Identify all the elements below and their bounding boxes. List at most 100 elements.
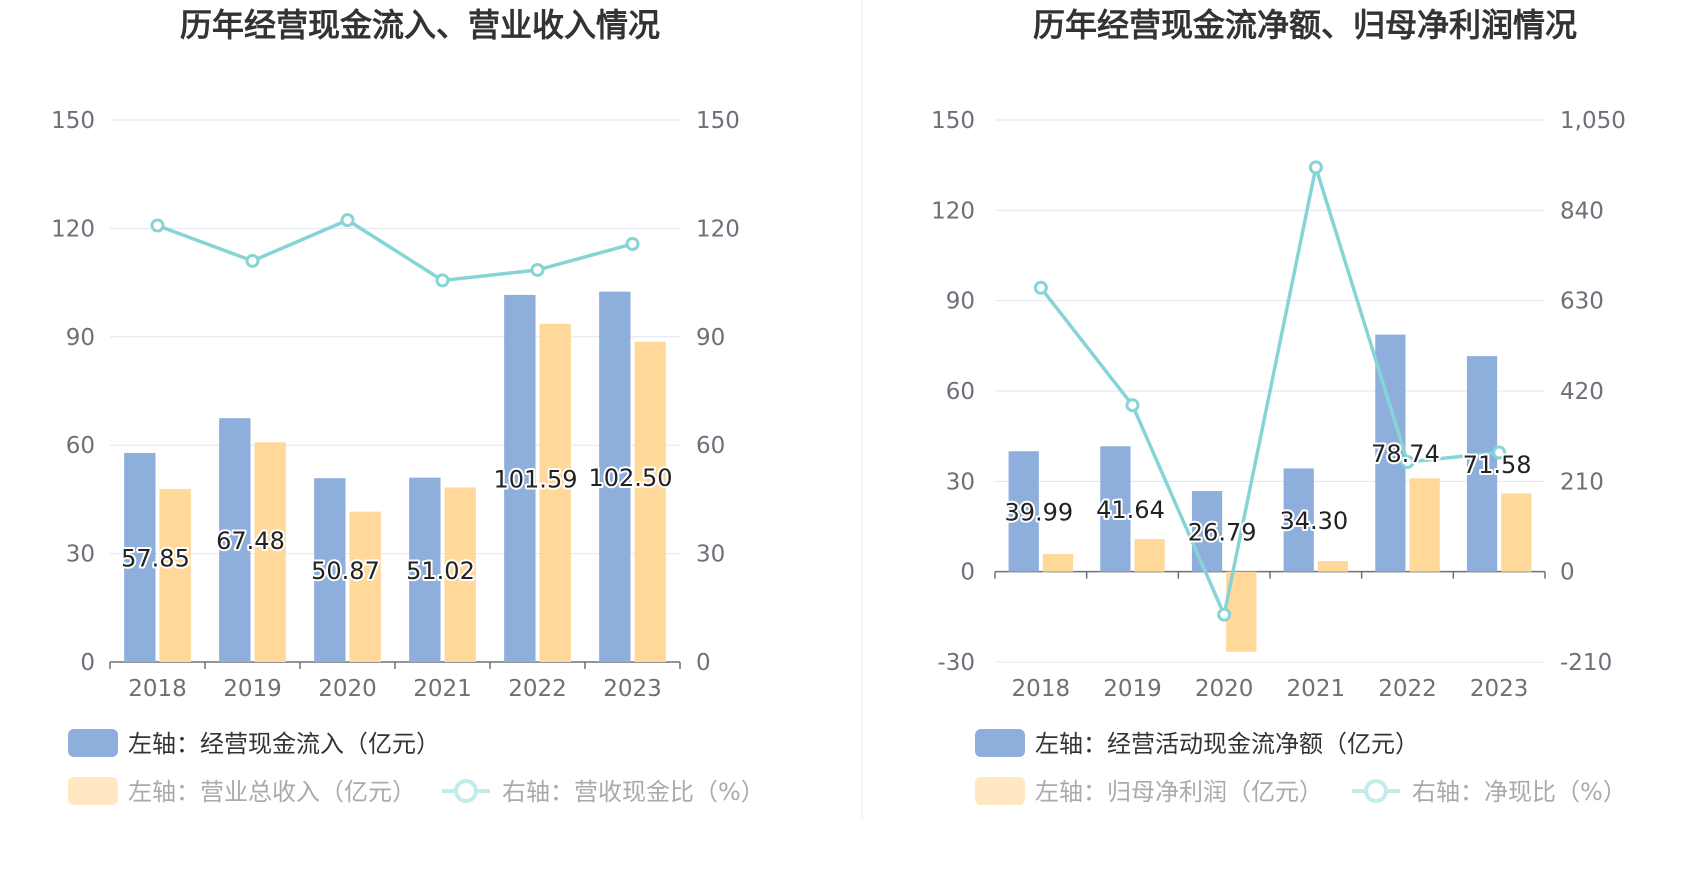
right-axis-tick-label: 630 [1560, 289, 1604, 315]
x-axis-category-label: 2022 [508, 676, 567, 702]
x-axis-category-label: 2018 [128, 676, 187, 702]
legend-label: 右轴：营收现金比（%） [502, 778, 765, 806]
x-axis-category-label: 2021 [1287, 676, 1346, 702]
x-axis-category-label: 2019 [1103, 676, 1162, 702]
bar-primary [409, 477, 441, 662]
legend-circle-icon [454, 779, 478, 803]
legend-swatch-orange [975, 777, 1025, 805]
bar-primary [314, 478, 346, 662]
chart-1-legend: 左轴：经营现金流入（亿元） 左轴：营业总收入（亿元） 右轴：营收现金比（%） [68, 729, 765, 806]
left-axis-tick-label: 120 [931, 198, 975, 224]
right-axis-tick-label: 0 [696, 650, 711, 676]
chart-1-plot: 0 30 60 90 120 150 0 30 60 90 120 150 2018 2019 2020 20… [51, 108, 740, 702]
left-axis-tick-label: 0 [80, 650, 95, 676]
bar-data-label: 101.59 [494, 465, 578, 493]
bar-primary [504, 294, 536, 662]
ratio-point [1217, 607, 1232, 622]
chart-2-legend: 左轴：经营活动现金流净额（亿元） 左轴：归母净利润（亿元） 右轴：净现比（%） [975, 729, 1627, 806]
bar-data-label: 26.79 [1188, 518, 1257, 546]
right-axis-tick-label: 210 [1560, 469, 1604, 495]
left-axis-tick-label: -30 [937, 650, 975, 676]
legend-item-total-revenue[interactable]: 左轴：营业总收入（亿元） [68, 777, 416, 806]
chart-2-plot: -30 0 30 60 90 120 150 -210 0 210 420 630 840 1,050 20… [931, 108, 1626, 702]
bar-secondary [159, 488, 191, 662]
x-axis-category-label: 2021 [413, 676, 472, 702]
bar-secondary [444, 487, 476, 662]
left-axis-tick-label: 30 [66, 542, 95, 568]
bar-primary [219, 418, 251, 662]
x-axis-category-label: 2023 [603, 676, 662, 702]
bar-primary [1283, 468, 1314, 572]
bar-secondary [1317, 561, 1349, 572]
x-axis-category-label: 2019 [223, 676, 282, 702]
legend-swatch-orange [68, 777, 118, 805]
left-axis-tick-label: 90 [946, 289, 975, 315]
left-axis-tick-label: 60 [946, 379, 975, 405]
right-axis-tick-label: 90 [696, 325, 725, 351]
x-axis-category-label: 2020 [318, 676, 377, 702]
bar-data-label: 41.64 [1096, 496, 1165, 524]
bar-primary [599, 291, 631, 662]
ratio-line [156, 218, 633, 283]
left-axis-tick-label: 30 [946, 469, 975, 495]
bar-secondary [539, 323, 571, 662]
right-axis-tick-label: -210 [1560, 650, 1612, 676]
legend-item-net-cash-ratio[interactable]: 右轴：净现比（%） [1352, 778, 1627, 806]
legend-item-net-profit[interactable]: 左轴：归母净利润（亿元） [975, 777, 1323, 806]
legend-label: 左轴：经营现金流入（亿元） [128, 730, 440, 758]
legend-label: 左轴：经营活动现金流净额（亿元） [1035, 730, 1419, 758]
bar-secondary [349, 511, 381, 662]
right-axis-tick-label: 840 [1560, 198, 1604, 224]
left-axis-tick-label: 60 [66, 433, 95, 459]
ratio-point [1308, 160, 1323, 175]
legend-item-operating-cash-flow-net[interactable]: 左轴：经营活动现金流净额（亿元） [975, 729, 1419, 758]
bar-secondary [1042, 553, 1074, 572]
legend-item-cash-inflow[interactable]: 左轴：经营现金流入（亿元） [68, 729, 440, 758]
bar-primary [1466, 356, 1498, 572]
bar-data-label: 50.87 [311, 557, 380, 585]
right-axis-tick-label: 150 [696, 108, 740, 134]
ratio-point [340, 213, 355, 228]
bar-data-label: 71.58 [1463, 451, 1532, 479]
bar-data-label: 67.48 [216, 527, 285, 555]
ratio-point [245, 253, 260, 268]
bar-data-label: 57.85 [121, 544, 190, 572]
legend-item-revenue-cash-ratio[interactable]: 右轴：营收现金比（%） [442, 778, 765, 806]
right-axis-tick-label: 120 [696, 216, 740, 242]
chart-2-title: 历年经营现金流净额、归母净利润情况 [1033, 6, 1577, 44]
ratio-point [530, 262, 545, 277]
right-axis-tick-label: 1,050 [1560, 108, 1626, 134]
ratio-point [1400, 454, 1415, 469]
legend-circle-icon [1364, 779, 1388, 803]
legend-label: 左轴：归母净利润（亿元） [1035, 778, 1323, 806]
right-axis-tick-label: 30 [696, 542, 725, 568]
chart-1-title: 历年经营现金流入、营业收入情况 [180, 6, 660, 44]
bar-data-label: 34.30 [1279, 507, 1348, 535]
ratio-point [1492, 445, 1507, 460]
left-axis-tick-label: 90 [66, 325, 95, 351]
x-axis-category-label: 2023 [1470, 676, 1529, 702]
bar-secondary [634, 341, 666, 662]
bar-primary [1100, 446, 1131, 572]
bar-data-label: 39.99 [1004, 498, 1073, 526]
ratio-point [150, 218, 165, 233]
x-axis-category-label: 2020 [1195, 676, 1254, 702]
ratio-point [625, 236, 640, 251]
bar-data-label: 78.74 [1371, 440, 1440, 468]
right-axis-tick-label: 0 [1560, 560, 1575, 586]
legend-swatch-blue [975, 729, 1025, 757]
ratio-line [1039, 165, 1500, 617]
bar-secondary [1409, 478, 1440, 572]
bar-secondary [1134, 539, 1165, 572]
left-axis-tick-label: 0 [960, 560, 975, 586]
legend-swatch-blue [68, 729, 118, 757]
bar-primary [1008, 451, 1039, 572]
left-axis-tick-label: 150 [51, 108, 95, 134]
bar-data-label: 51.02 [406, 557, 475, 585]
left-axis-tick-label: 120 [51, 216, 95, 242]
ratio-point [1125, 398, 1140, 413]
x-axis-category-label: 2022 [1378, 676, 1437, 702]
right-axis-tick-label: 420 [1560, 379, 1604, 405]
